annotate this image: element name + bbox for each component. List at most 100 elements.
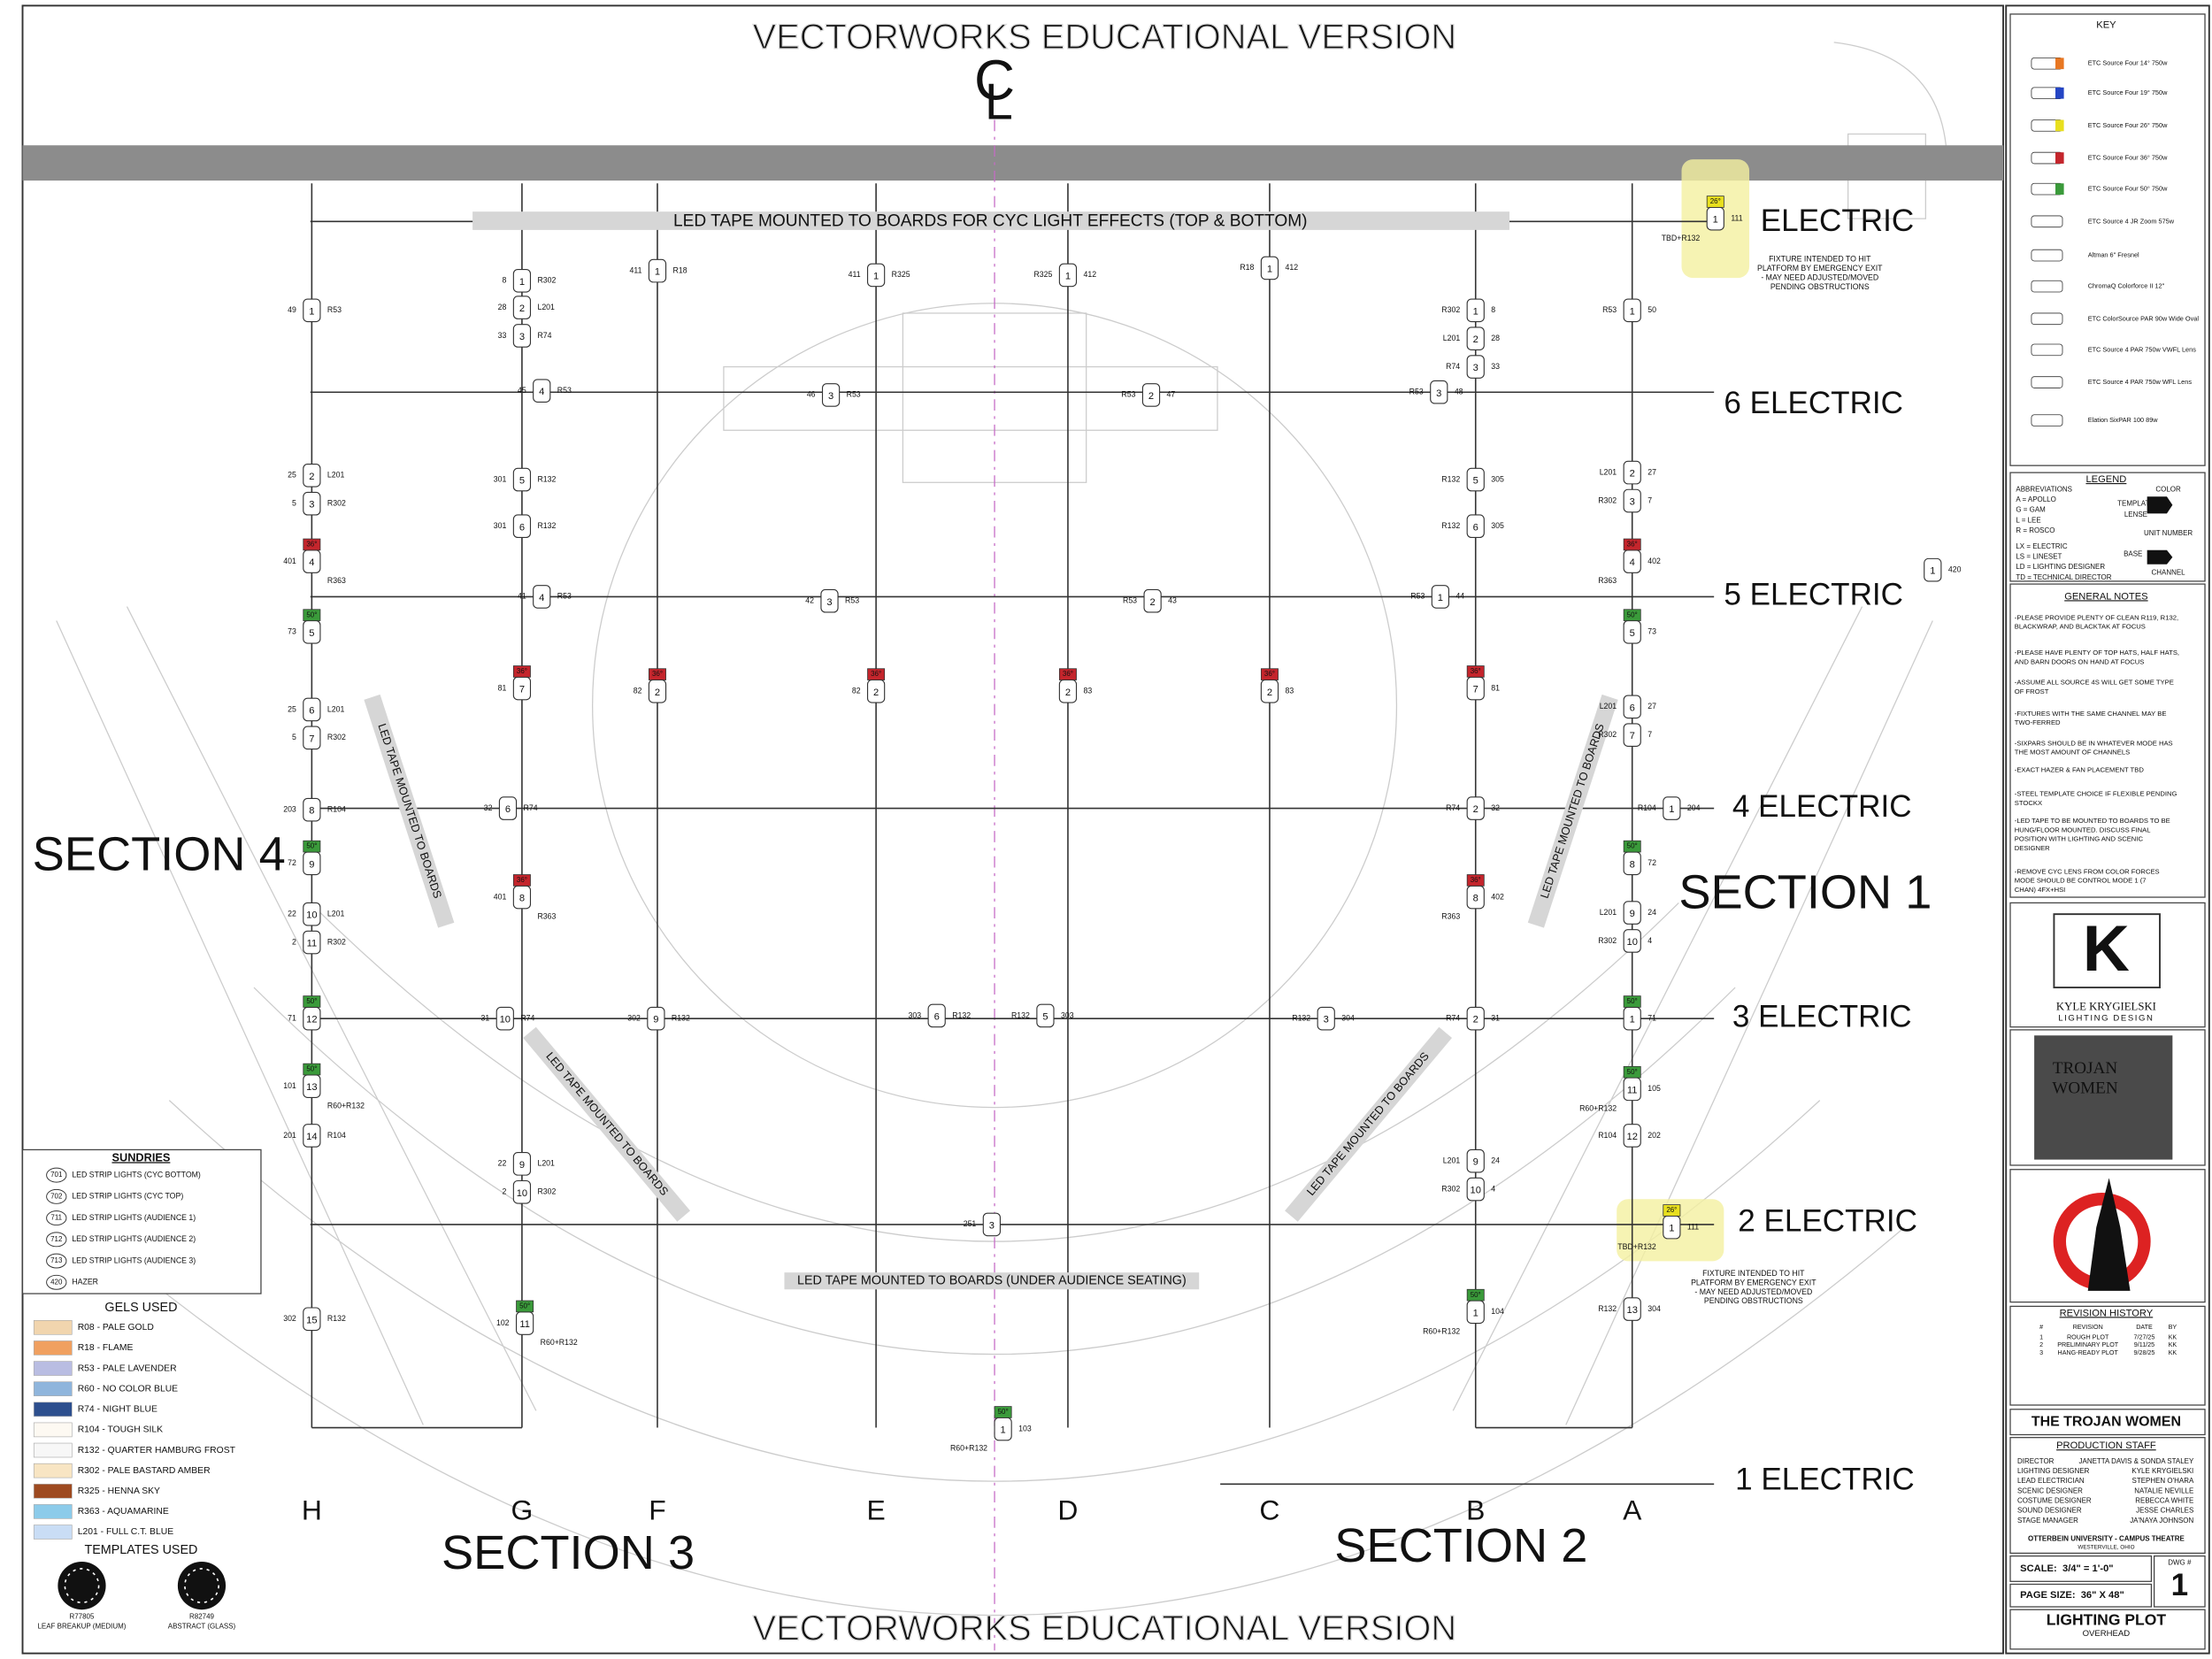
sundry-badge xyxy=(46,1188,67,1204)
legend-part: LENSE xyxy=(2124,511,2147,518)
sundry-label: LED STRIP LIGHTS (CYC BOTTOM) xyxy=(72,1170,201,1179)
fixture: 8 203 R104 xyxy=(283,797,346,822)
fixture: 12 202 R104 xyxy=(1598,1124,1661,1148)
sundry-badge xyxy=(46,1232,67,1248)
fixture: 36° 2 83 xyxy=(1058,668,1092,703)
gel-name: R363 - AQUAMARINE xyxy=(78,1507,169,1517)
gel-label: R363 xyxy=(327,576,346,585)
fixture-body xyxy=(1466,1006,1485,1031)
lens-label: 50° xyxy=(306,1065,317,1073)
gel-label: L201 xyxy=(1443,334,1461,342)
unit-number: 11 xyxy=(519,1319,530,1330)
fixture-body xyxy=(303,797,321,822)
fixture-body xyxy=(303,902,321,926)
fixture-lens xyxy=(1623,1065,1641,1079)
general-note: CHAN) 4FX+HSI xyxy=(2015,886,2066,894)
key-label: ETC Source 4 JR Zoom 575w xyxy=(2088,217,2175,225)
unit-number: 2 xyxy=(1473,1015,1479,1025)
gel-label: R74 xyxy=(1446,803,1460,812)
fixture-body xyxy=(1466,467,1485,492)
page-size-box xyxy=(2009,1583,2153,1608)
fixture: 1 411 R18 xyxy=(629,258,687,283)
unit-number: 11 xyxy=(1627,1085,1638,1095)
led-tape xyxy=(364,694,455,928)
unit-number: 3 xyxy=(1630,497,1635,508)
gel-label: R53 xyxy=(845,596,859,605)
poster-title: WOMEN xyxy=(2052,1079,2118,1097)
lens-label: 36° xyxy=(306,541,317,549)
revision-header: # xyxy=(2039,1324,2043,1331)
gel-label: R60+R132 xyxy=(1579,1104,1617,1113)
channel-number: 8 xyxy=(1491,305,1495,314)
fixture-body xyxy=(303,1307,321,1332)
fixture-lens xyxy=(303,1063,321,1076)
fixture: 3 251 xyxy=(964,1212,1001,1237)
fixture-body xyxy=(1430,380,1448,404)
gel-swatch xyxy=(33,1422,73,1438)
channel-number: 111 xyxy=(1731,213,1742,222)
seating-arc xyxy=(84,1226,1905,1617)
gel-swatch xyxy=(33,1361,73,1376)
gel-label: R132 xyxy=(327,1314,346,1323)
sundry-channel: 712 xyxy=(50,1235,63,1243)
sundry-channel: 713 xyxy=(50,1256,63,1264)
gel-label: L201 xyxy=(1600,467,1617,476)
plot-layer: VECTORWORKS EDUCATIONAL VERSION VECTORWOR… xyxy=(21,13,2206,1650)
fixture: 50° 11 102 R60+R132 xyxy=(496,1300,578,1347)
fixture: 11 2 R302 xyxy=(292,930,346,955)
channel-number: 27 xyxy=(1647,702,1656,710)
gel-label: R53 xyxy=(1410,592,1425,601)
fixture-note: FIXTURE INTENDED TO HIT xyxy=(1769,255,1871,264)
led-tape xyxy=(472,211,1509,230)
fixture-body xyxy=(303,697,321,722)
fixture-lens xyxy=(512,665,531,678)
template-code: R82749 xyxy=(189,1612,214,1620)
lens-label: 50° xyxy=(998,1408,1009,1416)
position-label: A xyxy=(1623,1494,1642,1526)
fixture: 50° 11 105 R60+R132 xyxy=(1579,1065,1661,1113)
fixture-body xyxy=(303,491,321,516)
lens-label: 36° xyxy=(517,876,527,884)
revision-cell: 7/27/25 xyxy=(2134,1333,2155,1340)
fixture-note: - MAY NEED ADJUSTED/MOVED xyxy=(1761,273,1878,281)
fixture-lens xyxy=(1663,1204,1681,1217)
unit-number: 8 xyxy=(519,894,525,904)
gel-label: R53 xyxy=(327,305,342,314)
fixture-lens xyxy=(1058,668,1077,680)
lens-label: 36° xyxy=(1063,670,1073,678)
sundry-channel: 702 xyxy=(50,1192,63,1200)
fixture-lens xyxy=(1466,874,1485,887)
gel-name: R325 - HENNA SKY xyxy=(78,1486,160,1496)
channel-number: 73 xyxy=(288,627,296,636)
revision-header: DATE xyxy=(2136,1324,2153,1331)
gel-label: R132 xyxy=(1011,1010,1030,1019)
sidebar-panel xyxy=(2009,583,2206,898)
section-label: SECTION 2 xyxy=(1334,1519,1587,1572)
lens-label: 50° xyxy=(519,1302,530,1310)
fixture: 3 5 R302 xyxy=(292,491,346,516)
gel-label: R74 xyxy=(1446,362,1460,371)
key-label: ETC Source Four 50° 750w xyxy=(2088,185,2168,193)
gel-label: R132 xyxy=(672,1013,690,1022)
channel-number: 24 xyxy=(1491,1156,1500,1164)
staff-role: LEAD ELECTRICIAN xyxy=(2017,1477,2085,1485)
fixture-body xyxy=(927,1003,946,1028)
fixture-lens xyxy=(994,1406,1012,1418)
gel-label: R132 xyxy=(1598,1304,1617,1313)
channel-number: 22 xyxy=(498,1159,507,1168)
fixture: 6 305 R132 xyxy=(1441,514,1504,539)
fixture-body xyxy=(1466,298,1485,323)
key-label: ChromaQ Colorforce II 12" xyxy=(2088,282,2165,290)
fixture-lens xyxy=(512,874,531,887)
gel-swatch xyxy=(33,1402,73,1417)
gel-swatch xyxy=(33,1340,73,1356)
channel-number: 103 xyxy=(1018,1424,1032,1432)
theatre-logo-spire xyxy=(2087,1178,2131,1291)
position-label: E xyxy=(866,1494,885,1526)
fixture: 5 305 R132 xyxy=(1441,467,1504,492)
unit-number: 6 xyxy=(519,522,525,533)
general-note: BLACKWRAP, AND BLACKTAK AT FOCUS xyxy=(2015,623,2146,631)
fixture: 36° 2 82 xyxy=(634,668,667,703)
fixture-note: PENDING OBSTRUCTIONS xyxy=(1704,1296,1803,1305)
channel-number: 412 xyxy=(1083,270,1096,279)
